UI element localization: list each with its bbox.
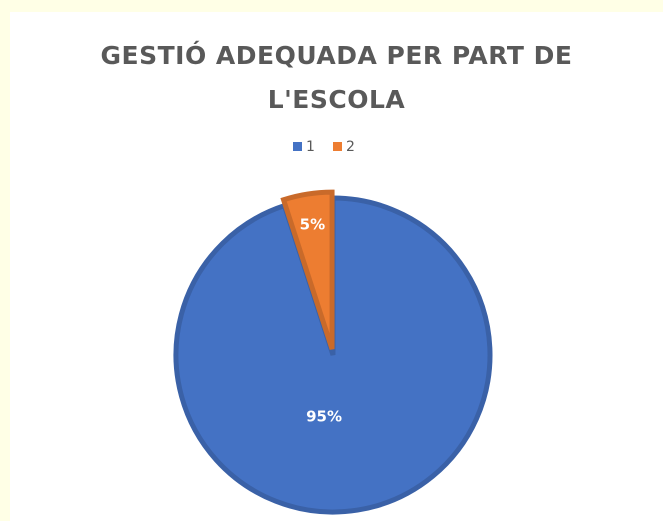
- data-label: 95%: [306, 408, 342, 426]
- legend-swatch: [333, 142, 342, 151]
- data-label: 5%: [300, 216, 325, 234]
- pie-slice: [280, 189, 335, 350]
- legend-swatch: [293, 142, 302, 151]
- legend-label: 1: [306, 139, 315, 155]
- chart-title: GESTIÓ ADEQUADA PER PART DE L'ESCOLA: [100, 41, 573, 114]
- pie-slice: [173, 195, 493, 515]
- legend-label: 2: [346, 139, 355, 155]
